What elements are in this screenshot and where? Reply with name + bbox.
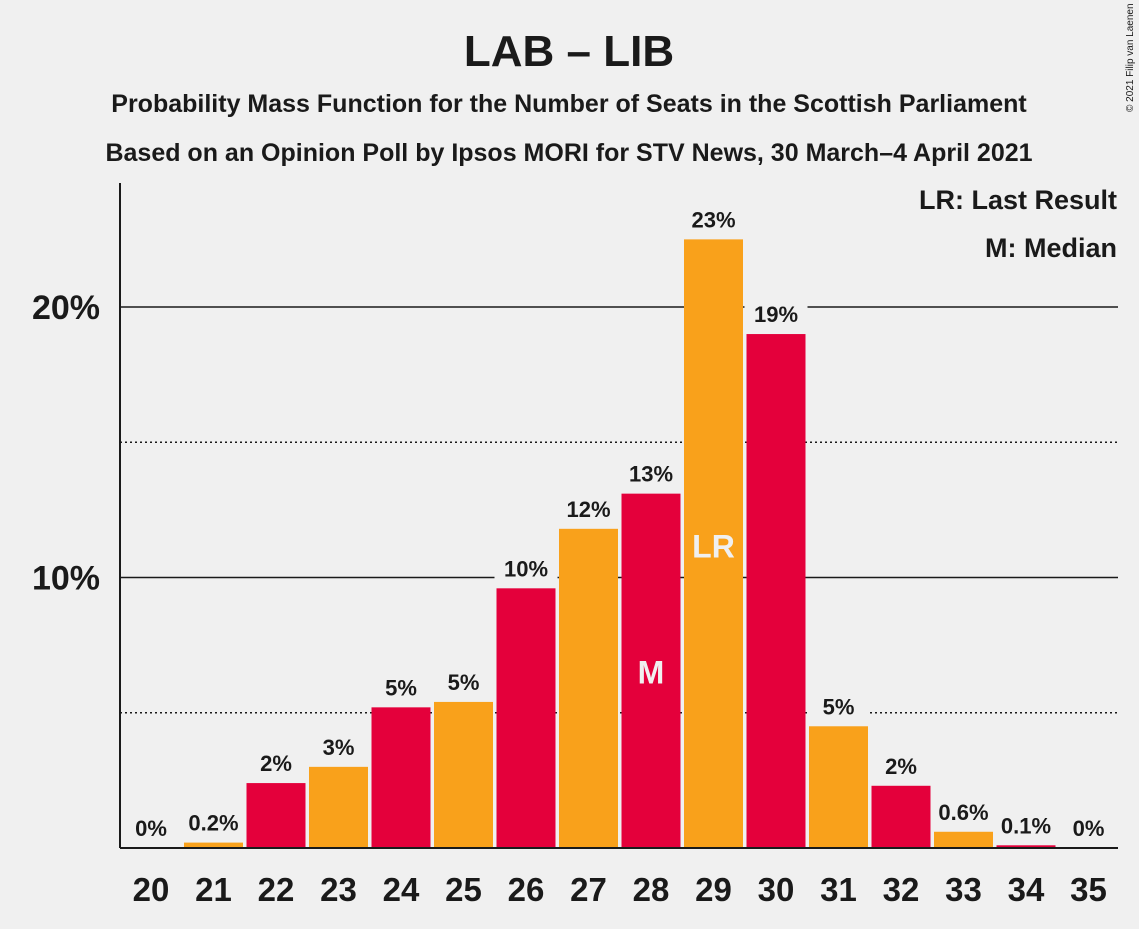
- x-tick-label-20: 20: [133, 871, 170, 908]
- data-label-32: 2%: [885, 754, 917, 779]
- x-tick-label-28: 28: [633, 871, 670, 908]
- bar-seats-27: [559, 528, 618, 848]
- data-label-27: 12%: [566, 497, 610, 522]
- bar-seats-31: [809, 726, 868, 848]
- data-label-31: 5%: [823, 694, 855, 719]
- bar-seats-22: [246, 783, 306, 848]
- bar-seats-30: [746, 334, 806, 848]
- gridlines: [120, 306, 1118, 714]
- copyright-notice: © 2021 Filip van Laenen: [1125, 3, 1136, 112]
- legend-entry: LR: Last Result: [919, 185, 1117, 215]
- axes: 10% 20% 20 21 22 23 24 25 26 27 28 29 30 31 32 33 34 35: [32, 183, 1118, 908]
- data-label-20: 0%: [135, 816, 167, 841]
- chart-title: LAB – LIB: [464, 27, 674, 76]
- data-label-26: 10%: [504, 556, 548, 581]
- legend: LR: Last Result M: Median: [919, 185, 1117, 263]
- x-tick-label-34: 34: [1008, 871, 1045, 908]
- bar-gridline-mask: [744, 294, 808, 335]
- x-tick-label-22: 22: [258, 871, 295, 908]
- bar-seats-28: [621, 493, 681, 848]
- x-tick-label-24: 24: [383, 871, 420, 908]
- data-label-25: 5%: [448, 670, 480, 695]
- x-tick-label-21: 21: [195, 871, 232, 908]
- x-tick-label-25: 25: [445, 871, 482, 908]
- y-tick-label: 10%: [32, 560, 100, 598]
- x-tick-label-26: 26: [508, 871, 545, 908]
- bar-seats-25: [434, 701, 493, 848]
- bar-seats-34: [996, 845, 1056, 848]
- data-label-33: 0.6%: [938, 800, 988, 825]
- data-label-22: 2%: [260, 751, 292, 776]
- x-tick-label-23: 23: [320, 871, 357, 908]
- x-tick-label-30: 30: [758, 871, 795, 908]
- x-tick-label-35: 35: [1070, 871, 1107, 908]
- bar-seats-33: [934, 831, 993, 848]
- bar-gridline-mask: [244, 743, 308, 784]
- bar-gridline-mask: [619, 453, 683, 494]
- bar-gridline-mask: [182, 802, 245, 843]
- marker-lr: LR: [692, 528, 735, 564]
- marker-m: M: [638, 655, 665, 691]
- bar-gridline-mask: [307, 726, 370, 767]
- bar-seats-32: [871, 785, 931, 848]
- data-labels: 0% 0.2% 2% 3% 5% 5% 10% 12% 13% 23% 19% 5% 2% 0.6% 0.1…: [135, 207, 1104, 841]
- bar-seats-23: [309, 766, 368, 848]
- chart-subtitle-line-2: Based on an Opinion Poll by Ipsos MORI f…: [105, 139, 1032, 167]
- bar-gridline-mask: [682, 199, 745, 240]
- bar-gridline-mask: [869, 745, 933, 786]
- chart-subtitle-line-1: Probability Mass Function for the Number…: [111, 90, 1027, 118]
- bars: [182, 199, 1058, 848]
- data-label-24: 5%: [385, 675, 417, 700]
- x-tick-label-29: 29: [695, 871, 732, 908]
- data-label-23: 3%: [323, 735, 355, 760]
- data-label-28: 13%: [629, 462, 673, 487]
- bar-gridline-mask: [932, 791, 995, 832]
- x-tick-label-27: 27: [570, 871, 607, 908]
- legend-entry: M: Median: [985, 233, 1117, 263]
- bar-gridline-mask: [994, 805, 1058, 846]
- bar-seats-29: [684, 239, 743, 848]
- bar-gridline-mask: [807, 686, 870, 727]
- bar-seats-26: [496, 588, 556, 848]
- bar-gridline-mask: [432, 661, 495, 702]
- bar-gridline-mask: [494, 548, 558, 589]
- bar-seats-24: [371, 707, 431, 848]
- data-label-21: 0.2%: [188, 811, 238, 836]
- bar-gridline-mask: [557, 488, 620, 529]
- bar-seats-21: [184, 842, 243, 848]
- data-label-34: 0.1%: [1001, 813, 1051, 838]
- data-label-30: 19%: [754, 302, 798, 327]
- x-tick-label-32: 32: [883, 871, 920, 908]
- x-tick-label-31: 31: [820, 871, 857, 908]
- bar-gridline-mask: [369, 667, 433, 708]
- y-tick-label: 20%: [32, 289, 100, 327]
- x-tick-label-33: 33: [945, 871, 982, 908]
- data-label-29: 23%: [691, 207, 735, 232]
- data-label-35: 0%: [1073, 816, 1105, 841]
